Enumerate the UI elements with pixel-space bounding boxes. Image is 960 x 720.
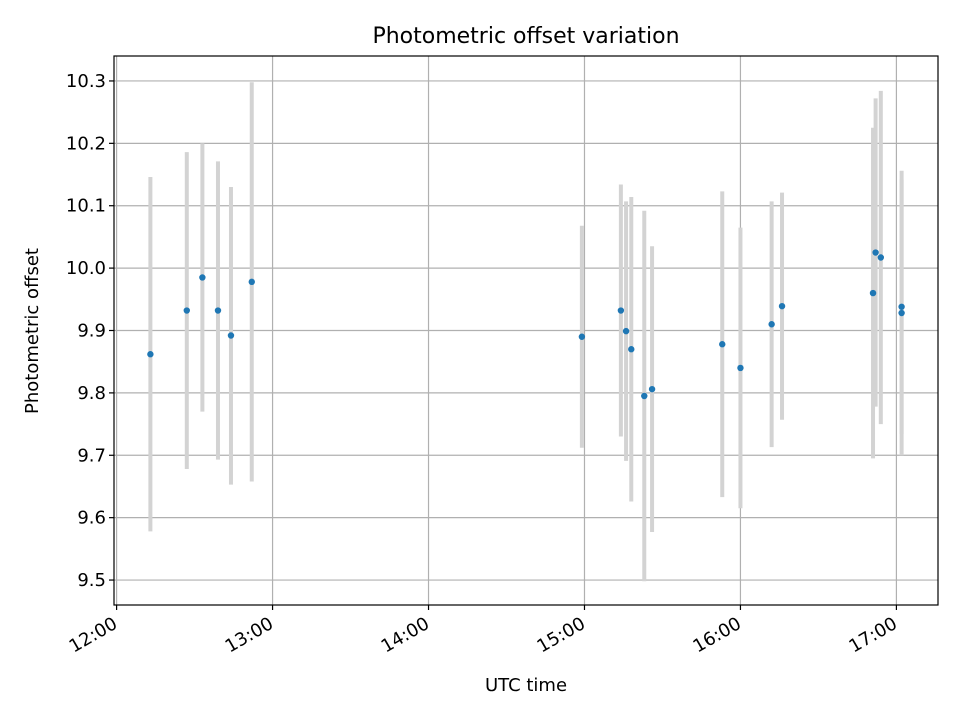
data-point bbox=[877, 254, 885, 261]
y-tick-label: 10.3 bbox=[66, 71, 106, 92]
y-tick-label: 9.6 bbox=[77, 508, 106, 529]
data-point bbox=[872, 249, 879, 256]
data-point bbox=[641, 392, 648, 400]
data-point bbox=[622, 327, 630, 335]
y-tick-label: 9.9 bbox=[77, 321, 106, 342]
data-point bbox=[648, 385, 656, 393]
data-point bbox=[578, 333, 586, 340]
data-point bbox=[898, 309, 905, 317]
data-point bbox=[214, 307, 222, 314]
data-point bbox=[898, 303, 905, 310]
y-axis: 9.5 9.6 9.7 9.8 9.9 10.0 10.1 10.2 10.3 bbox=[66, 71, 114, 591]
data-point bbox=[768, 321, 775, 328]
y-tick-label: 9.5 bbox=[77, 570, 106, 591]
data-point bbox=[737, 364, 744, 372]
y-tick-label: 10.1 bbox=[66, 196, 106, 217]
data-point bbox=[617, 307, 625, 314]
data-point bbox=[183, 307, 190, 314]
y-tick-label: 10.0 bbox=[66, 258, 106, 279]
data-point bbox=[778, 302, 786, 310]
y-axis-title: Photometric offset bbox=[22, 248, 43, 414]
data-point bbox=[719, 341, 726, 348]
data-point bbox=[248, 278, 255, 286]
y-tick-label: 9.8 bbox=[77, 383, 106, 404]
y-tick-label: 9.7 bbox=[77, 445, 106, 466]
data-point bbox=[628, 346, 635, 353]
data-point bbox=[227, 332, 235, 339]
chart-title: Photometric offset variation bbox=[372, 24, 679, 49]
y-tick-label: 10.2 bbox=[66, 133, 106, 154]
data-point bbox=[147, 351, 154, 358]
x-axis-title: UTC time bbox=[485, 675, 567, 696]
data-point bbox=[199, 274, 206, 281]
data-point bbox=[869, 289, 877, 297]
data-points bbox=[147, 249, 905, 400]
